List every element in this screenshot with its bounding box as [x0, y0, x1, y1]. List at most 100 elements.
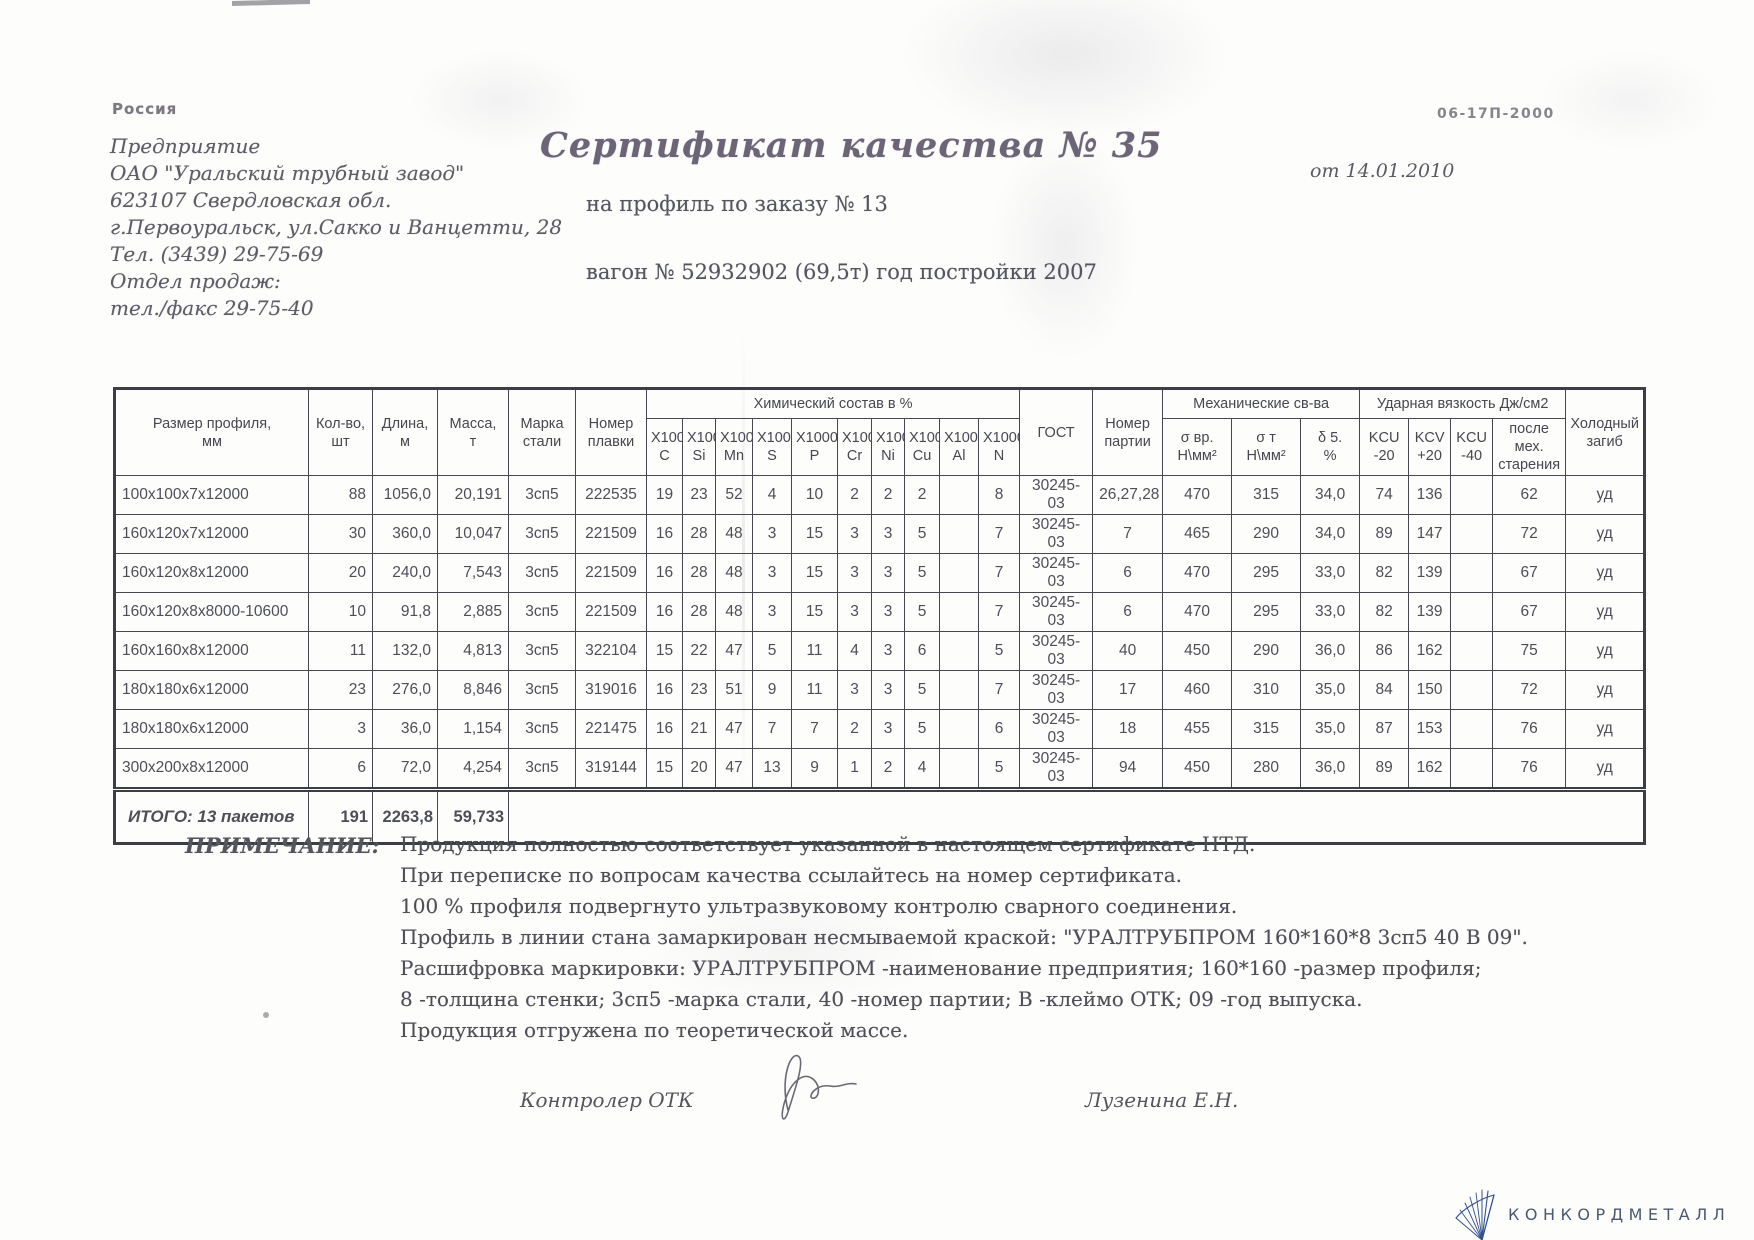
table-cell: 1056,0 — [372, 475, 438, 516]
table-cell: 139 — [1408, 553, 1452, 594]
col-header-aging: после мех. старения — [1492, 417, 1567, 477]
table-cell: 9 — [752, 670, 792, 711]
signature-icon — [781, 1055, 857, 1120]
table-cell: 315 — [1231, 475, 1302, 516]
table-cell: 7 — [977, 553, 1021, 594]
table-cell: 3 — [308, 709, 373, 750]
table-cell — [939, 748, 979, 791]
table-row: 100x100x7x12000 88 1056,0 20,191 3сп5 222535 1… — [114, 475, 1646, 516]
table-row: 160x120x8x8000-10600 10 91,8 2,885 3сп5 22150… — [114, 592, 1646, 633]
doc-code: 06-17П-2000 — [1437, 106, 1555, 122]
table-cell: уд — [1565, 748, 1646, 791]
table-cell: 5 — [977, 631, 1021, 672]
country-label: Россия — [112, 100, 178, 118]
notes-label: ПРИМЕЧАНИЕ: — [185, 833, 380, 858]
table-cell: 470 — [1162, 592, 1233, 633]
table-cell: 3 — [871, 670, 905, 711]
table-cell: 89 — [1359, 514, 1410, 555]
table-cell: уд — [1565, 475, 1646, 516]
table-cell: 33,0 — [1300, 592, 1361, 633]
col-group-chemistry: Химический состав в % — [645, 388, 1021, 419]
table-cell: 47 — [715, 631, 753, 672]
table-cell: 1,154 — [437, 709, 509, 750]
table-cell: 51 — [715, 670, 753, 711]
table-cell: уд — [1565, 553, 1646, 594]
col-header-chem-p: X1000 P — [791, 417, 838, 477]
table-cell: уд — [1565, 631, 1646, 672]
total-empty-cell — [507, 787, 1646, 845]
table-body: 100x100x7x12000 88 1056,0 20,191 3сп5 222535 1… — [114, 475, 1646, 791]
table-cell: 290 — [1231, 514, 1302, 555]
table-cell: 30245-03 — [1019, 514, 1094, 555]
scan-artifact — [900, 0, 1230, 140]
certificate-table: Размер профиля, мм Кол-во, шт Длина, м М… — [113, 387, 1647, 846]
notes-block: Продукция полностью соответствует указан… — [400, 829, 1528, 1046]
table-cell: 47 — [715, 709, 753, 750]
table-cell: 4 — [904, 748, 940, 791]
table-cell: 3сп5 — [508, 553, 576, 594]
table-cell: 3сп5 — [508, 631, 576, 672]
scan-speck — [263, 1012, 269, 1018]
table-cell — [939, 553, 979, 594]
table-cell: 319144 — [575, 748, 647, 791]
table-cell: 310 — [1231, 670, 1302, 711]
table-cell — [1450, 631, 1494, 672]
table-cell: 3сп5 — [508, 592, 576, 633]
table-cell: 19 — [646, 475, 683, 516]
table-cell: 3 — [837, 514, 872, 555]
table-cell: уд — [1565, 709, 1646, 750]
table-cell: 3 — [752, 553, 792, 594]
table-cell: 2,885 — [437, 592, 509, 633]
table-cell: 35,0 — [1300, 670, 1361, 711]
table-footer: ИТОГО: 13 пакетов 191 2263,8 59,733 — [114, 787, 1646, 845]
table-cell: 8,846 — [437, 670, 509, 711]
table-cell: 295 — [1231, 592, 1302, 633]
table-cell: 28 — [682, 553, 716, 594]
table-cell: 3сп5 — [508, 475, 576, 516]
table-cell: 6 — [904, 631, 940, 672]
table-cell: 160x120x7x12000 — [114, 514, 309, 555]
table-cell — [939, 670, 979, 711]
table-cell: 3 — [871, 592, 905, 633]
table-cell: 89 — [1359, 748, 1410, 791]
table-cell: 3 — [871, 514, 905, 555]
table-cell: 2 — [871, 748, 905, 791]
table-cell: 1 — [837, 748, 872, 791]
table-cell: 7 — [977, 514, 1021, 555]
note-line: При переписке по вопросам качества ссыла… — [400, 863, 1182, 887]
table-row: 180x180x6x12000 23 276,0 8,846 3сп5 319016 16 2… — [114, 670, 1646, 711]
table-cell: 222535 — [575, 475, 647, 516]
table-cell: 3 — [752, 514, 792, 555]
table-cell: 23 — [682, 475, 716, 516]
table-cell: 450 — [1162, 631, 1233, 672]
table-cell: 6 — [308, 748, 373, 791]
table-cell: 5 — [977, 748, 1021, 791]
table-cell: 2 — [871, 475, 905, 516]
col-header-chem-cu: X100 Cu — [904, 417, 940, 477]
col-header-chem-s: X1000 S — [752, 417, 792, 477]
table-cell — [939, 631, 979, 672]
table-cell: 100x100x7x12000 — [114, 475, 309, 516]
table-cell: 3 — [837, 592, 872, 633]
table-cell: 162 — [1408, 748, 1452, 791]
table-cell: 30245-03 — [1019, 592, 1094, 633]
table-cell: 290 — [1231, 631, 1302, 672]
table-cell: 75 — [1492, 631, 1567, 672]
table-cell: 160x120x8x8000-10600 — [114, 592, 309, 633]
table-cell: 16 — [646, 670, 683, 711]
col-header-chem-n: X1000 N — [977, 417, 1021, 477]
total-qty: 191 — [308, 787, 373, 845]
table-cell — [1450, 475, 1494, 516]
col-header-size: Размер профиля, мм — [114, 387, 309, 477]
table-cell: 28 — [682, 592, 716, 633]
table-cell: 11 — [791, 670, 838, 711]
table-cell: 2 — [837, 475, 872, 516]
note-line: 100 % профиля подвергнуто ультразвуковом… — [400, 894, 1238, 918]
col-header-gost: ГОСТ — [1019, 387, 1094, 477]
table-cell: 4 — [752, 475, 792, 516]
table-cell: 82 — [1359, 592, 1410, 633]
table-cell: 319016 — [575, 670, 647, 711]
table-cell — [1450, 709, 1494, 750]
table-cell: 30245-03 — [1019, 631, 1094, 672]
table-cell — [939, 514, 979, 555]
